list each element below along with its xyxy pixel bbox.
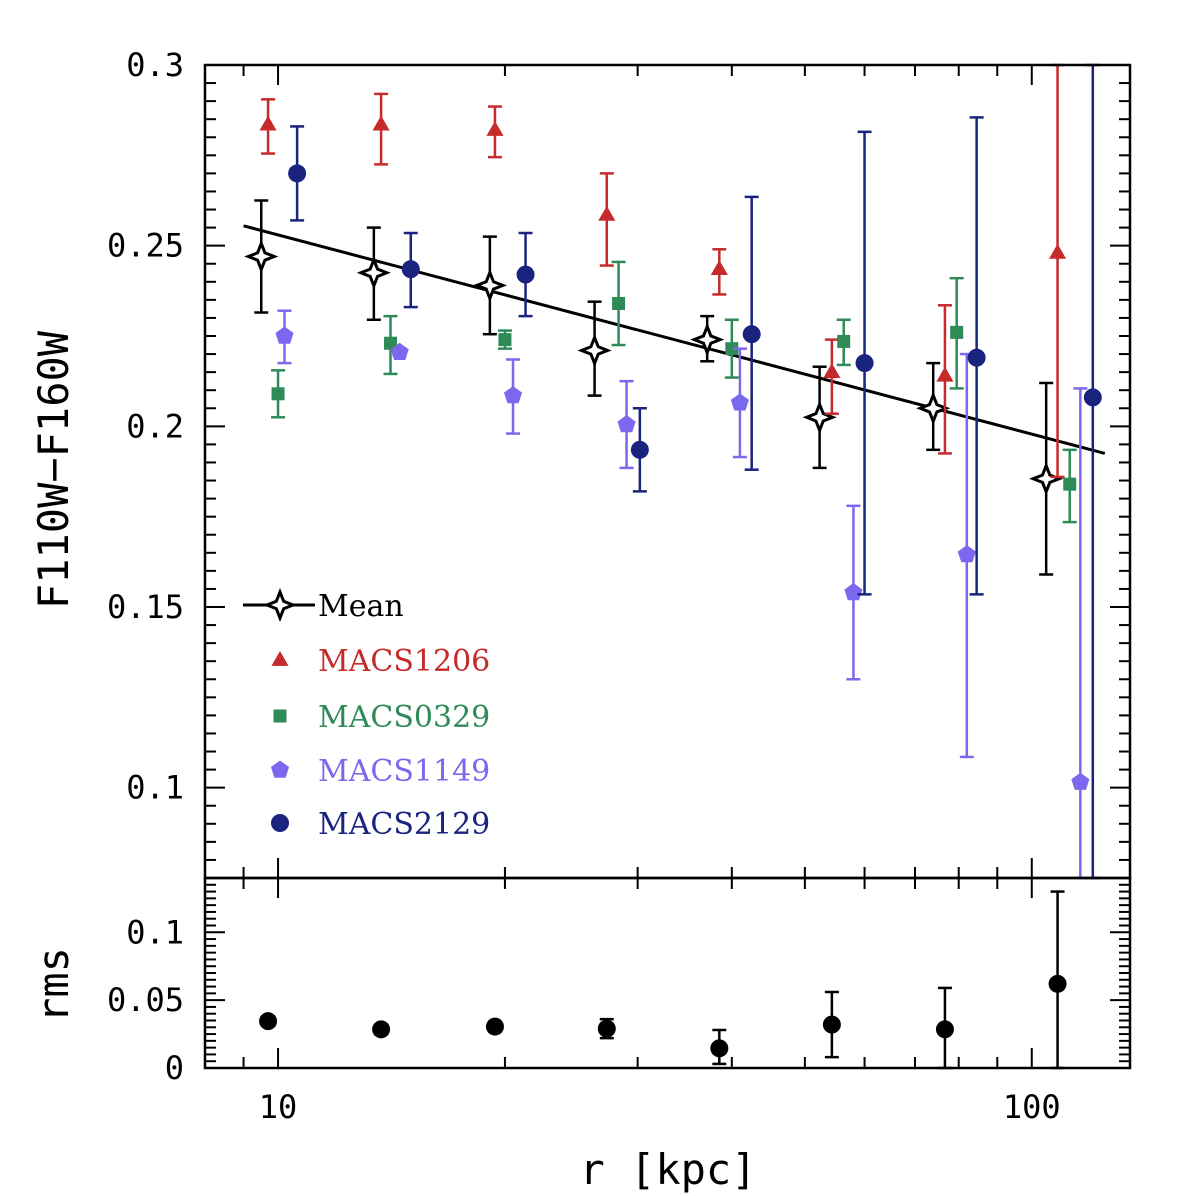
fit-line <box>243 224 1106 455</box>
macs0329-point <box>950 325 964 339</box>
y-tick-label-bottom: 0.1 <box>126 913 184 951</box>
rms-point <box>1048 974 1067 993</box>
macs0329-point <box>725 342 739 356</box>
macs1206-point <box>1049 243 1067 259</box>
y-tick-label-top: 0.2 <box>126 407 184 445</box>
mean-point <box>472 268 507 303</box>
rms-point <box>372 1020 391 1039</box>
macs0329-point <box>384 336 398 350</box>
legend-marker-macs2129 <box>271 814 289 832</box>
legend-entry-macs1149: MACS1149 <box>270 754 490 789</box>
rms-point <box>822 1015 841 1034</box>
series-macs2129 <box>288 63 1102 880</box>
legend-label-macs1206: MACS1206 <box>318 644 490 679</box>
x-axis-title: r [kpc] <box>579 1145 756 1194</box>
mean-point <box>916 391 951 426</box>
macs1206-point <box>486 121 504 136</box>
macs2129-point <box>288 164 307 183</box>
legend-label-macs1149: MACS1149 <box>318 754 490 789</box>
rms-point <box>935 1020 954 1039</box>
macs2129-point <box>516 265 535 284</box>
bottom-panel-frame <box>203 876 1132 1070</box>
macs1149-point <box>957 545 976 563</box>
y-axis-title-bottom: rms <box>29 947 78 1023</box>
y-tick-label-bottom: 0 <box>165 1049 184 1087</box>
macs2129-point <box>742 325 761 344</box>
rms-point <box>259 1012 278 1031</box>
y-tick-label-top: 0.25 <box>107 227 184 265</box>
macs0329-point <box>612 296 626 310</box>
mean-point <box>577 333 612 368</box>
series-macs0329 <box>271 260 1077 524</box>
mean-point <box>356 255 391 290</box>
macs0329-point <box>498 333 512 347</box>
macs2129-point <box>1083 388 1102 407</box>
legend-entry-macs0329: MACS0329 <box>273 700 490 735</box>
legend-label-mean: Mean <box>318 589 404 624</box>
series-rms <box>259 890 1067 1070</box>
x-tick-label: 100 <box>1003 1088 1061 1126</box>
rms-point <box>597 1019 616 1038</box>
macs2129-point <box>967 348 986 367</box>
legend-entry-macs2129: MACS2129 <box>271 807 490 842</box>
mean-point <box>244 239 279 274</box>
legend: Mean MACS1206 MACS0329 MACS1149 MACS2129 <box>243 587 490 842</box>
macs1149-point <box>617 415 636 433</box>
macs0329-point <box>1063 477 1077 491</box>
series-macs1206 <box>259 63 1067 479</box>
legend-marker-macs1149 <box>270 760 290 778</box>
macs1149-point <box>844 583 863 601</box>
macs1206-point <box>710 260 728 276</box>
x-tick-label: 10 <box>259 1088 298 1126</box>
series-mean <box>244 199 1064 576</box>
macs1206-point <box>598 205 616 221</box>
macs2129-point <box>630 440 649 459</box>
macs1149-point <box>390 342 409 360</box>
top-panel-data <box>243 63 1106 880</box>
bottom-panel-data <box>259 890 1067 1070</box>
legend-entry-macs1206: MACS1206 <box>271 644 490 679</box>
y-tick-label-bottom: 0.05 <box>107 981 184 1019</box>
y-tick-label-top: 0.1 <box>126 769 184 807</box>
rms-point <box>485 1017 504 1036</box>
legend-label-macs2129: MACS2129 <box>318 807 490 842</box>
legend-entry-mean: Mean <box>243 587 404 624</box>
y-tick-label-top: 0.15 <box>107 588 184 626</box>
macs2129-point <box>401 260 420 279</box>
macs1206-point <box>372 115 390 131</box>
mean-point <box>690 322 725 357</box>
macs1149-point <box>503 386 523 404</box>
macs1149-point <box>1071 772 1090 790</box>
macs1149-point <box>730 393 749 411</box>
y-axis-title-top: F110W−F160W <box>29 330 78 609</box>
legend-marker-macs0329 <box>273 709 287 723</box>
macs0329-point <box>837 334 851 348</box>
rms-point <box>710 1039 729 1058</box>
legend-marker-macs1206 <box>271 651 289 666</box>
macs1206-point <box>823 363 841 378</box>
macs0329-point <box>271 387 285 401</box>
series-macs1149 <box>275 309 1090 880</box>
legend-label-macs0329: MACS0329 <box>318 700 490 735</box>
macs1206-point <box>259 115 277 131</box>
y-tick-label-top: 0.3 <box>126 46 184 84</box>
legend-marker-mean <box>262 587 298 623</box>
macs1149-point <box>275 326 294 344</box>
macs2129-point <box>855 354 874 373</box>
macs1206-point <box>936 366 954 382</box>
